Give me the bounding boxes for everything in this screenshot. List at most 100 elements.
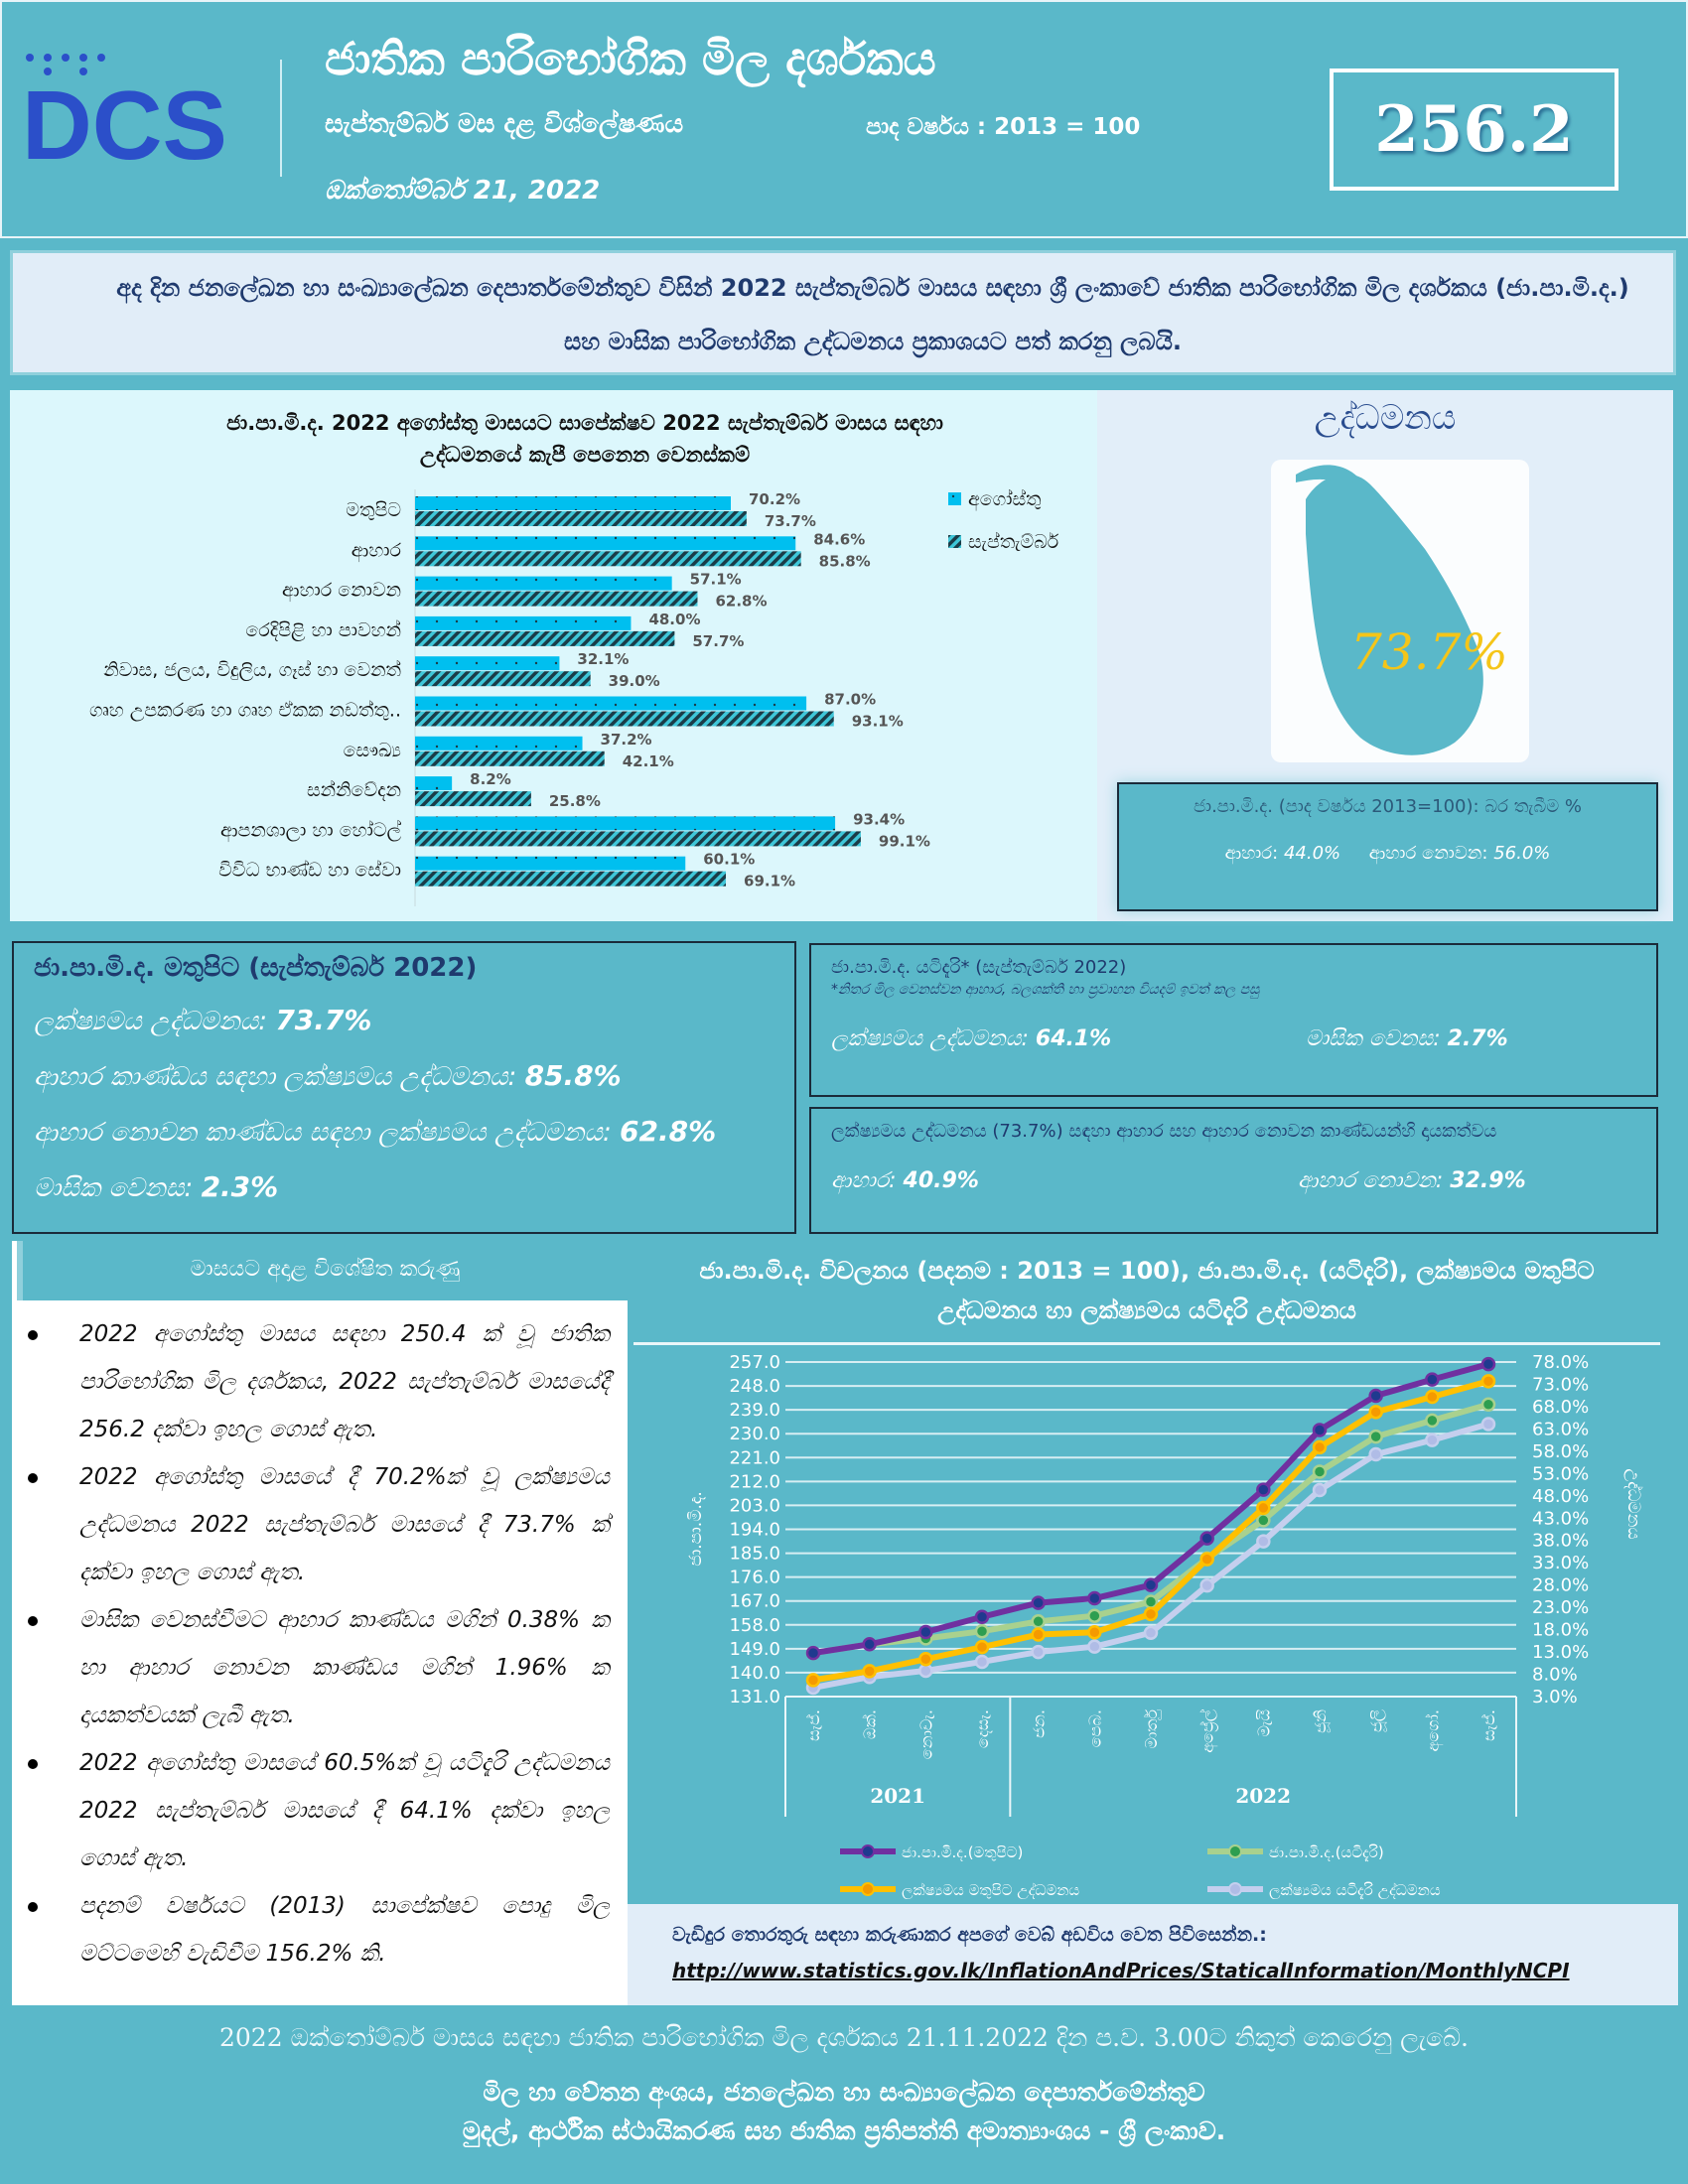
data-point [1087, 1625, 1102, 1640]
contribution-box: ලක්ෂ්‍යමය උද්ධමනය (73.7%) සඳහා ආහාර සහ ආ… [809, 1107, 1658, 1234]
bar-category-label: සන්නිවේදන [307, 779, 401, 801]
headline-row: මාසික වෙනස: 2.3% [34, 1170, 774, 1204]
data-point [918, 1624, 933, 1640]
headline-row: ලක්ෂ්‍යමය උද්ධමනය: 73.7% [34, 1004, 774, 1037]
y-tick-label: 149.0 [729, 1639, 780, 1660]
y2-tick-label: 28.0% [1532, 1575, 1589, 1596]
bar-september [415, 871, 727, 887]
y-axis-title: ජා.පා.මි.ද. [686, 1491, 706, 1567]
core-cpi-title: ජා.පා.මි.ද. යටිදැරි* (සැප්තැම්බර් 2022) [831, 957, 1127, 978]
contribution-food: ආහාර: 40.9% [831, 1168, 979, 1193]
base-year: පාද වර්ෂය : 2013 = 100 [866, 114, 1141, 140]
row-label: ආහාර නොවන කාණ්ඩය සඳහා ලක්ෂ්‍යමය උද්ධමනය: [34, 1118, 612, 1148]
bar-chart-title-line2: උද්ධමනයේ කැපී පෙනෙන වෙනස්කම් [420, 443, 750, 469]
header: DCS ජාතික පාරිභෝගික මිල දර්ශකය සැප්තැම්බ… [0, 0, 1688, 238]
bullet-icon [28, 1902, 38, 1912]
data-point [1087, 1590, 1102, 1606]
list-item: මාසික වෙනස්වීමට ආහාර කාණ්ඩය මගින් 0.38% … [22, 1596, 610, 1739]
bar-category-label: විවිධ භාණ්ඩ හා සේවා [218, 860, 401, 882]
weight-food-label: ආහාර: [1224, 843, 1279, 864]
x-tick-label: අගෝ. [1423, 1709, 1443, 1752]
bullet-icon [28, 1330, 38, 1340]
data-point [1087, 1608, 1102, 1623]
y2-tick-label: 48.0% [1532, 1486, 1589, 1507]
highlights-title: මාසයට අදාළ විශේෂිත කරුණු [17, 1241, 628, 1300]
y-tick-label: 185.0 [729, 1544, 780, 1565]
y-tick-label: 257.0 [729, 1352, 780, 1373]
y2-axis-title: උද්ධමනය [1623, 1468, 1643, 1539]
data-point [1031, 1627, 1046, 1642]
more-info-text: වැඩිදුර තොරතුරු සඳහා කරුණාකර අපගේ වෙබ් අ… [672, 1924, 1267, 1946]
y2-tick-label: 78.0% [1532, 1352, 1589, 1373]
website-link[interactable]: http://www.statistics.gov.lk/InflationAn… [672, 1959, 1570, 1982]
bar-august [415, 816, 836, 831]
data-point [1143, 1577, 1159, 1592]
data-point [974, 1639, 990, 1655]
y2-tick-label: 33.0% [1532, 1553, 1589, 1573]
bar-category-label: නිවාස, ජලය, විදුලිය, ගෑස් හා වෙනත් [103, 659, 401, 681]
bar-value-september: 42.1% [623, 752, 674, 770]
row-value: 73.7% [275, 1004, 372, 1036]
legend-marker [1228, 1844, 1242, 1858]
y2-tick-label: 73.0% [1532, 1374, 1589, 1395]
bar-value-september: 57.7% [692, 632, 744, 650]
data-point [1312, 1423, 1328, 1437]
bar-august [415, 496, 732, 510]
data-point [862, 1664, 877, 1679]
bar-value-september: 93.1% [852, 713, 904, 731]
bar-chart: ජා.පා.මි.ද. 2022 අගෝස්තු මාසයට සාපේක්ෂව … [89, 411, 1059, 906]
bar-category-label: ගෘහ උපකරණ හා ගෘහ ඒකක නඩත්තු.. [89, 699, 401, 721]
data-point [1480, 1417, 1496, 1432]
index-value-box: 256.2 [1330, 68, 1618, 191]
x-tick-label: මැයි [1254, 1709, 1273, 1736]
core-cpi-box: ජා.පා.මි.ද. යටිදැරි* (සැප්තැම්බර් 2022) … [809, 943, 1658, 1097]
core-yoy-value: 64.1% [1035, 1026, 1112, 1051]
year-label: 2021 [870, 1784, 925, 1808]
row-value: 2.3% [201, 1170, 279, 1203]
bar-value-september: 62.8% [715, 593, 767, 611]
bullet-icon [28, 1473, 38, 1483]
list-item: 2022 අගෝස්තු මාසයේ දී 70.2%ක් වූ ලක්ෂ්‍ය… [22, 1453, 610, 1596]
sri-lanka-map [1271, 460, 1529, 762]
legend-label-september: සැප්තැම්බර් [968, 531, 1059, 553]
highlights-list: 2022 අගෝස්තු මාසය සඳහා 250.4 ක් වූ ජාතික… [12, 1300, 628, 1978]
bar-value-september: 25.8% [549, 792, 601, 810]
bar-value-august: 93.4% [853, 810, 905, 828]
ministry-name: මුදල්, ආර්ථික ස්ථායිකරණ සහ ජාතික ප්‍රතිප… [462, 2116, 1226, 2145]
next-release-note: 2022 ඔක්තෝම්බර් මාසය සඳහා ජාතික පාරිභෝගි… [218, 2023, 1469, 2052]
legend-swatch-august [948, 492, 961, 505]
y-tick-label: 230.0 [729, 1424, 780, 1444]
bar-category-label: ආහාර නොවන [282, 580, 401, 603]
weight-food-value: 44.0% [1283, 843, 1341, 864]
bar-august [415, 615, 632, 630]
x-tick-label: සැප්. [1479, 1709, 1498, 1741]
contribution-nonfood: ආහාර නොවන: 32.9% [1298, 1168, 1526, 1193]
core-mom-label: මාසික වෙනස: [1306, 1026, 1441, 1051]
y-tick-label: 212.0 [729, 1471, 780, 1492]
x-tick-label: පෙබ. [1085, 1709, 1104, 1747]
data-point [1425, 1413, 1440, 1429]
data-point [1425, 1372, 1440, 1387]
bar-august [415, 776, 453, 791]
y2-tick-label: 38.0% [1532, 1531, 1589, 1552]
row-value: 62.8% [620, 1115, 717, 1148]
headline-cpi-title: ජා.පා.මි.ද. මතුපිට (සැප්තැම්බර් 2022) [34, 953, 478, 983]
bar-value-september: 73.7% [765, 512, 816, 530]
row-label: ආහාර කාණ්ඩය සඳහා ලක්ෂ්‍යමය උද්ධමනය: [34, 1062, 517, 1092]
bar-august [415, 696, 807, 711]
data-point [1425, 1389, 1440, 1405]
bar-value-august: 70.2% [749, 490, 800, 508]
y-tick-label: 248.0 [729, 1376, 780, 1397]
y2-tick-label: 58.0% [1532, 1441, 1589, 1462]
data-point [1368, 1388, 1383, 1404]
data-point [1256, 1534, 1271, 1549]
y-tick-label: 167.0 [729, 1591, 780, 1612]
data-point [1480, 1356, 1496, 1372]
core-mom: මාසික වෙනස: 2.7% [1306, 1026, 1508, 1051]
bar-value-august: 48.0% [648, 611, 700, 628]
data-point [1425, 1433, 1440, 1447]
legend-marker [1228, 1882, 1242, 1896]
bullet-icon [28, 1759, 38, 1769]
data-point [805, 1645, 821, 1661]
bar-chart-title-line1: ජා.පා.මි.ද. 2022 අගෝස්තු මාසයට සාපේක්ෂව … [226, 411, 943, 437]
